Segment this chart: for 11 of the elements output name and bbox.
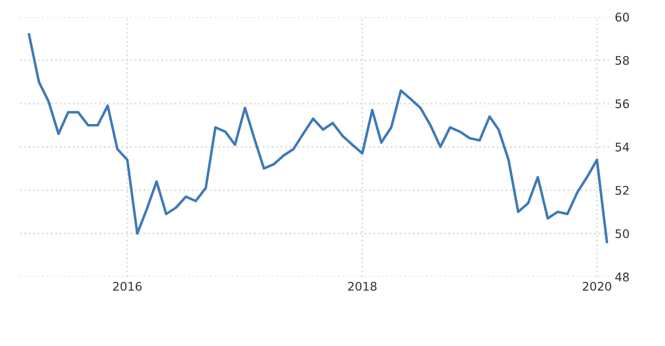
y-tick-label: 60	[615, 12, 629, 22]
y-tick-label: 48	[615, 272, 629, 282]
y-tick-label: 56	[616, 99, 629, 108]
x-tick-label: 2016	[113, 282, 142, 291]
y-tick-label: 58	[616, 56, 629, 65]
line-series	[28, 33, 608, 244]
y-tick-label: 50	[616, 229, 629, 238]
y-tick-label: 52	[616, 186, 629, 195]
y-tick-label: 54	[616, 142, 630, 152]
x-tick-label: 2020	[582, 282, 612, 291]
x-tick-label: 2018	[348, 282, 377, 291]
